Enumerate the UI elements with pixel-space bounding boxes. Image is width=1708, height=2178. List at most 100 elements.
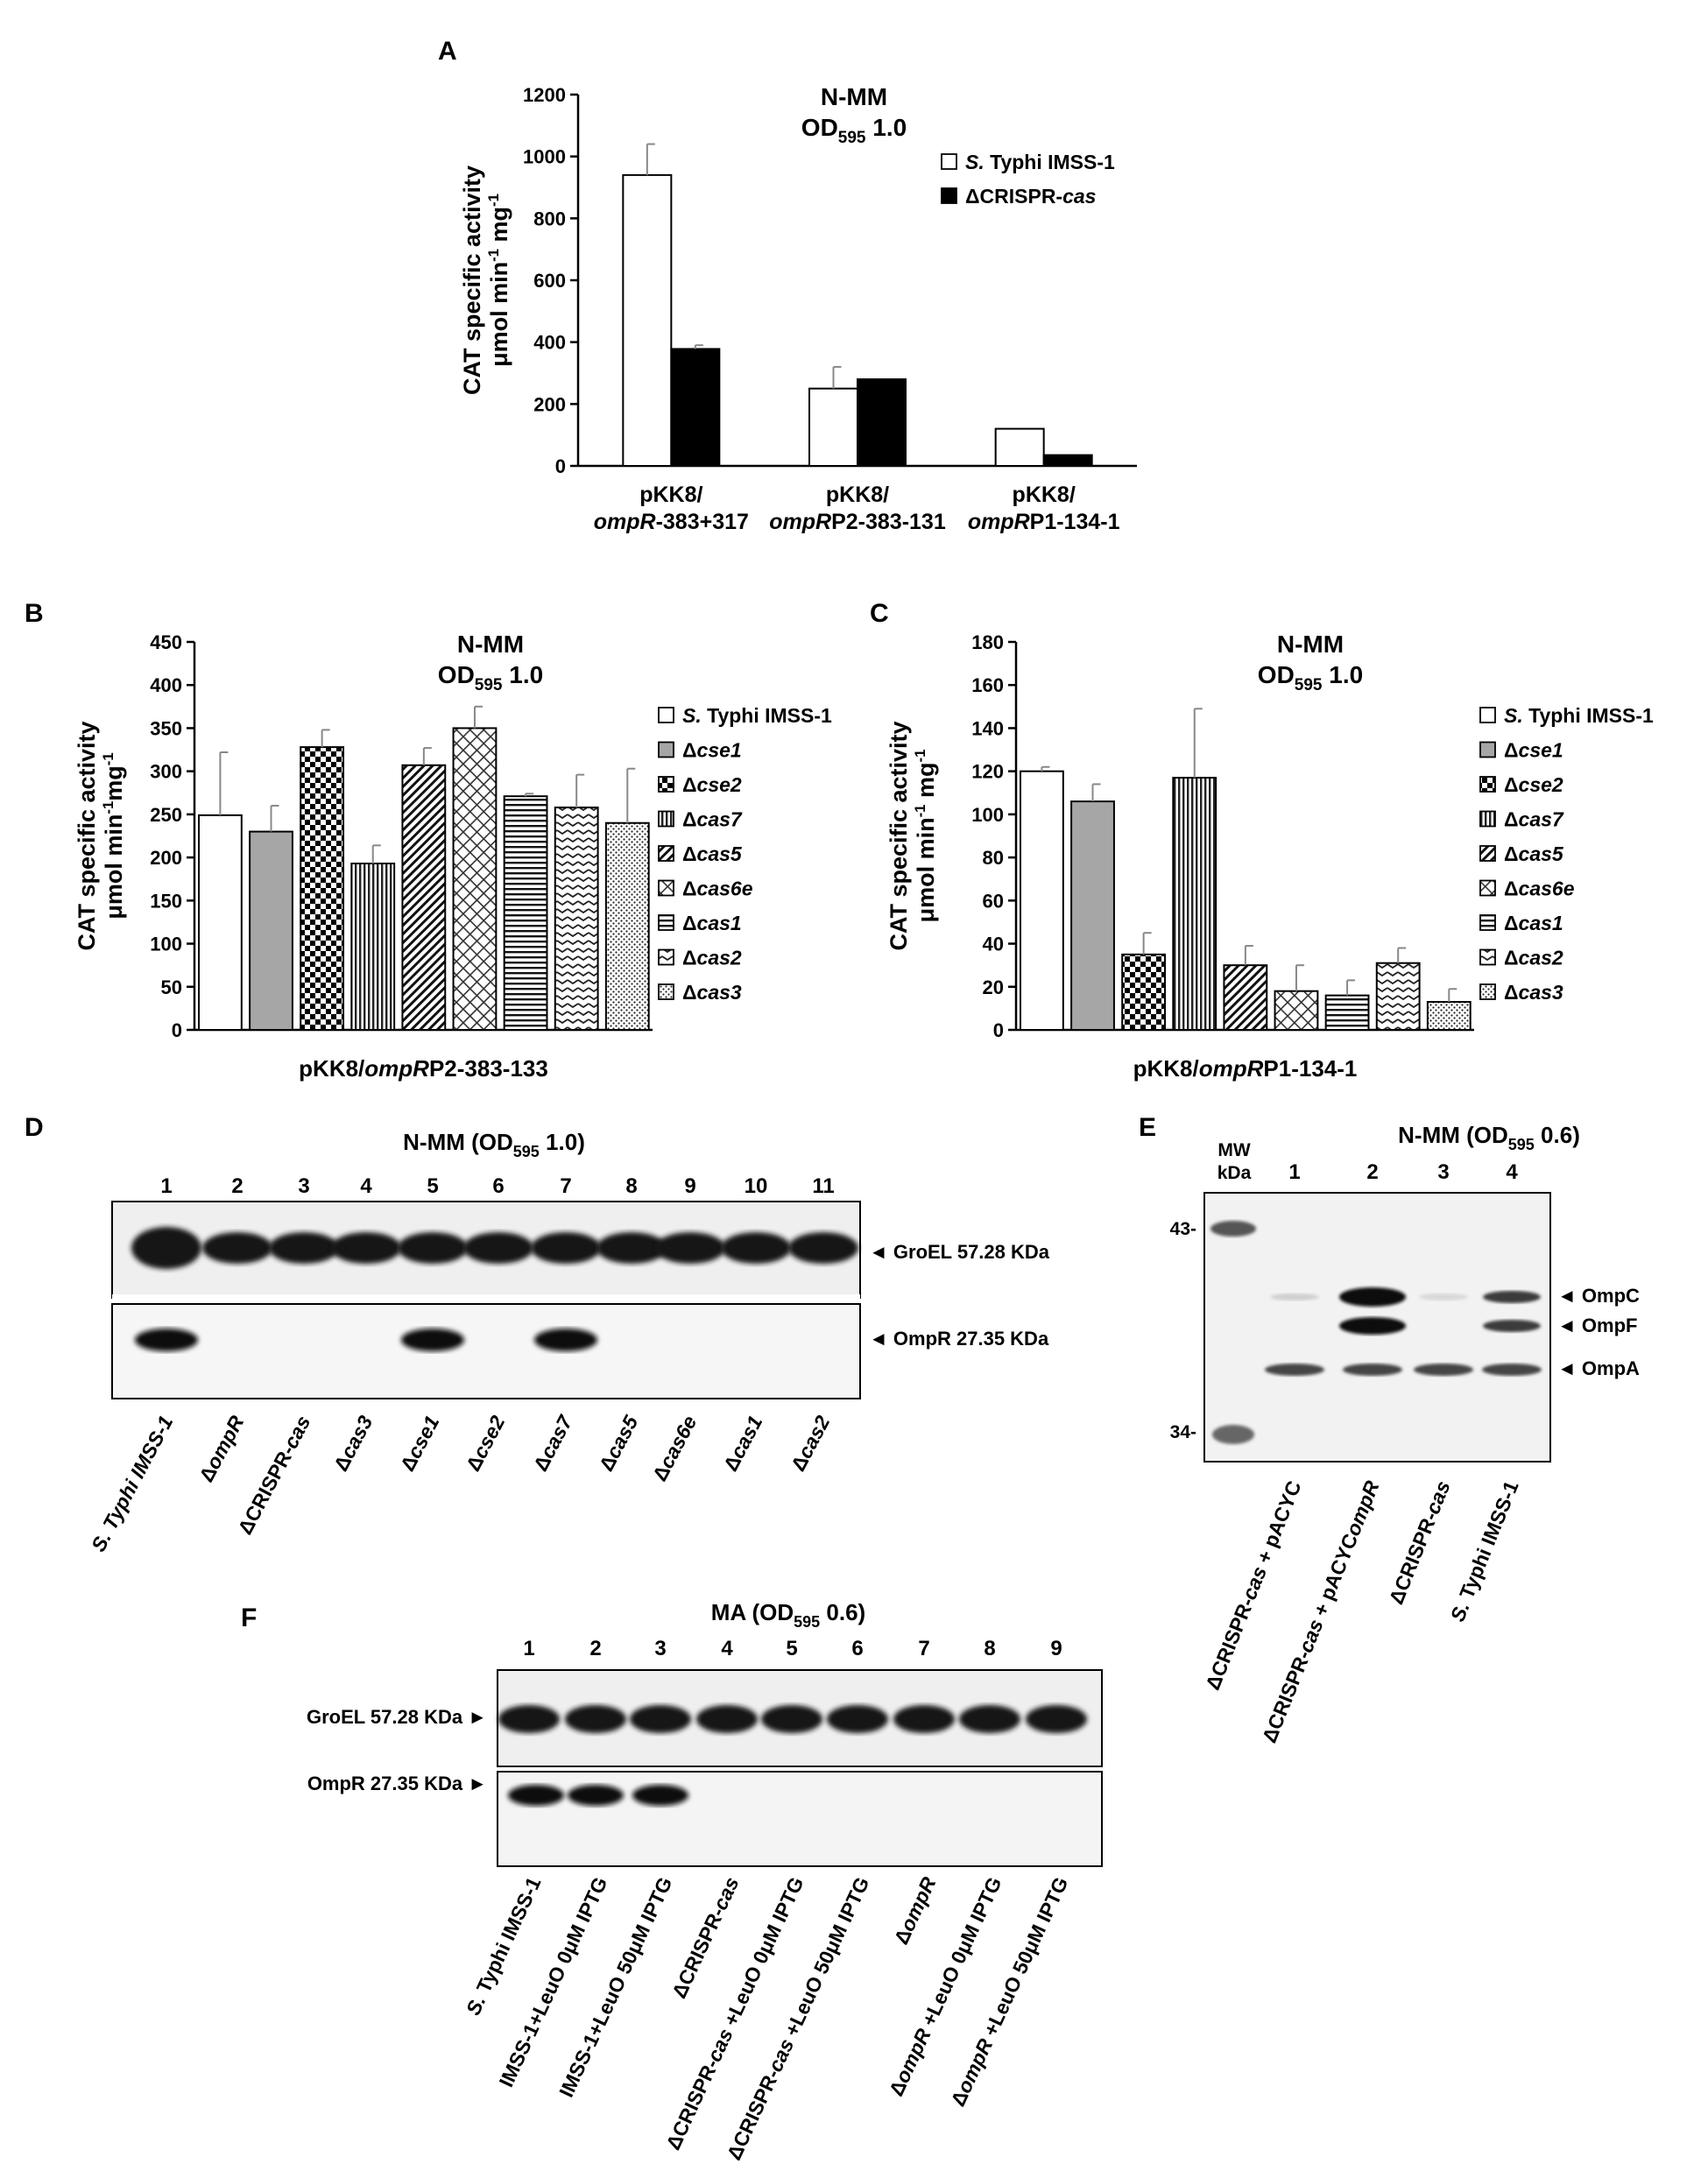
blot-e-marker-43-band bbox=[1210, 1221, 1256, 1237]
a-legend-label: S. Typhi IMSS-1 bbox=[965, 151, 1115, 173]
blot-d-groel-band bbox=[131, 1227, 201, 1269]
blot-d-lane-11: 11 bbox=[812, 1174, 834, 1198]
b-bar-5 bbox=[401, 764, 447, 1032]
b-legend-label: Δcas6e bbox=[682, 878, 753, 900]
a-bar-wt-1 bbox=[622, 173, 673, 467]
blot-d-sample-label: Δcas3 bbox=[329, 1412, 378, 1475]
blot-f-groel-band bbox=[827, 1705, 888, 1733]
blot-f-lane-1: 1 bbox=[523, 1637, 534, 1660]
c-legend-label: Δcas3 bbox=[1504, 981, 1563, 1004]
a-bar-wt-3 bbox=[994, 427, 1045, 468]
blot-e-ompc-band bbox=[1339, 1287, 1406, 1307]
blot-d-lane-10: 10 bbox=[745, 1174, 768, 1198]
a-y-tick-label: 0 bbox=[555, 455, 566, 477]
blot-d-groel-band bbox=[463, 1232, 533, 1264]
blot-f-sample-label: ΔCRISPR-cas bbox=[667, 1873, 744, 2001]
blot-e-lane-4: 4 bbox=[1506, 1160, 1518, 1184]
c-bar-1 bbox=[1020, 770, 1064, 1032]
a-bar-crispr-2 bbox=[857, 378, 907, 468]
c-bar-6 bbox=[1274, 990, 1319, 1031]
blot-d-ompr-membrane bbox=[111, 1303, 861, 1399]
blot-f-groel-band bbox=[696, 1705, 758, 1733]
kda-label: kDa bbox=[1217, 1163, 1252, 1183]
a-y-tick-label: 200 bbox=[533, 393, 566, 415]
c-legend-label: Δcas7 bbox=[1504, 808, 1564, 831]
blot-f-groel-band bbox=[1026, 1705, 1087, 1733]
blot-e-lane-2: 2 bbox=[1366, 1160, 1378, 1184]
panel-b: B 0 50 100 150 200 250 300 350 400 450 N-MM OD595 1… bbox=[25, 599, 832, 1082]
b-y-tick-label: 150 bbox=[150, 890, 182, 912]
c-y-axis-unit: μmol min-1 mg-1 bbox=[912, 750, 939, 923]
c-bar-2 bbox=[1070, 800, 1115, 1031]
blot-e-marker-34-band bbox=[1212, 1425, 1254, 1444]
c-y-tick-label: 60 bbox=[983, 890, 1004, 912]
blot-d-title: N-MM (OD595 1.0) bbox=[403, 1129, 585, 1160]
b-y-axis-unit: μmol min-1mg-1 bbox=[100, 752, 127, 919]
band-label-ompr-d: ◄ OmpR 27.35 KDa bbox=[869, 1328, 1049, 1350]
c-legend-swatch bbox=[1479, 879, 1496, 897]
blot-f-lane-6: 6 bbox=[851, 1637, 863, 1660]
b-legend-swatch bbox=[658, 707, 674, 723]
band-label-ompf: ◄ OmpF bbox=[1557, 1315, 1637, 1336]
blot-f-groel-band bbox=[893, 1705, 955, 1733]
blot-d-sample-label: Δcas2 bbox=[787, 1412, 835, 1475]
band-label-groel-f: GroEL 57.28 KDa ► bbox=[307, 1706, 487, 1728]
blot-d-sample-label: ΔCRISPR-cas bbox=[233, 1412, 314, 1538]
blot-d-groel-band bbox=[596, 1232, 667, 1264]
panel-d: D N-MM (OD595 1.0) 1 2 3 4 5 6 7 8 9 10 11 ◄ GroEL… bbox=[25, 1113, 1050, 1555]
c-legend-swatch bbox=[1479, 810, 1496, 828]
a-chart-subtitle: OD595 1.0 bbox=[801, 114, 907, 147]
blot-d-groel-band bbox=[331, 1232, 401, 1264]
blot-d-groel-band bbox=[269, 1232, 339, 1264]
a-category-label-2: ompR-383+317 bbox=[594, 510, 749, 534]
a-y-tick-label: 400 bbox=[533, 332, 566, 354]
blot-e-faint-band bbox=[1419, 1293, 1468, 1300]
b-y-tick-label: 0 bbox=[172, 1019, 182, 1041]
blot-f-groel-band bbox=[498, 1705, 560, 1733]
blot-e-title: N-MM (OD595 0.6) bbox=[1398, 1122, 1580, 1153]
b-legend-swatch bbox=[658, 810, 674, 828]
b-legend-swatch bbox=[658, 983, 674, 1000]
c-bar-5 bbox=[1223, 964, 1268, 1031]
blot-f-sample-label: ΔCRISPR-cas +LeuO 0μM IPTG bbox=[661, 1873, 808, 2153]
c-y-tick-label: 120 bbox=[971, 761, 1004, 783]
marker-34: 34- bbox=[1170, 1422, 1196, 1442]
b-bar-1 bbox=[198, 814, 243, 1032]
a-bar-wt-2 bbox=[808, 387, 858, 467]
blot-d-lane-3: 3 bbox=[298, 1174, 309, 1198]
blot-d-sample-label: Δcse2 bbox=[462, 1412, 510, 1475]
b-chart-title: N-MM bbox=[457, 631, 524, 658]
c-legend-swatch bbox=[1479, 914, 1496, 931]
panel-label-d: D bbox=[25, 1113, 44, 1142]
panel-c: C 0 20 40 60 80 100 120 140 160 180 N-MM OD595 1.0 C… bbox=[870, 599, 1654, 1082]
blot-d-groel-band bbox=[788, 1232, 858, 1264]
c-legend-label: Δcas5 bbox=[1504, 842, 1564, 865]
c-legend-swatch bbox=[1479, 983, 1496, 1000]
c-bar-3 bbox=[1121, 953, 1167, 1031]
b-legend-label: S. Typhi IMSS-1 bbox=[682, 704, 832, 727]
b-legend-label: Δcse1 bbox=[682, 739, 742, 762]
blot-e-ompa-band bbox=[1265, 1364, 1324, 1376]
c-legend-label: Δcas2 bbox=[1504, 947, 1563, 969]
c-y-axis-label: CAT specific activity bbox=[886, 721, 912, 950]
c-chart-subtitle: OD595 1.0 bbox=[1258, 661, 1363, 694]
c-bar-9 bbox=[1426, 1001, 1472, 1032]
blot-f-lane-2: 2 bbox=[589, 1637, 601, 1660]
b-bar-9 bbox=[604, 821, 650, 1031]
blot-f-lane-8: 8 bbox=[984, 1637, 995, 1660]
a-legend-swatch bbox=[941, 153, 957, 170]
panel-label-f: F bbox=[241, 1604, 257, 1632]
a-y-axis-label: CAT specific activity bbox=[459, 166, 485, 395]
blot-e-sample-label: ΔCRISPR-cas bbox=[1385, 1477, 1455, 1607]
mw-label: MW bbox=[1217, 1140, 1250, 1160]
panel-label-b: B bbox=[25, 599, 44, 628]
blot-f-sample-label: ΔompR +LeuO 50μM IPTG bbox=[946, 1873, 1072, 2110]
blot-d-lane-8: 8 bbox=[625, 1174, 637, 1198]
panel-label-a: A bbox=[438, 37, 457, 66]
b-legend-swatch bbox=[658, 776, 674, 793]
marker-43: 43- bbox=[1170, 1219, 1196, 1239]
blot-d-lane-6: 6 bbox=[492, 1174, 504, 1198]
b-y-tick-label: 250 bbox=[150, 804, 182, 826]
a-y-tick-label: 1000 bbox=[523, 146, 566, 168]
